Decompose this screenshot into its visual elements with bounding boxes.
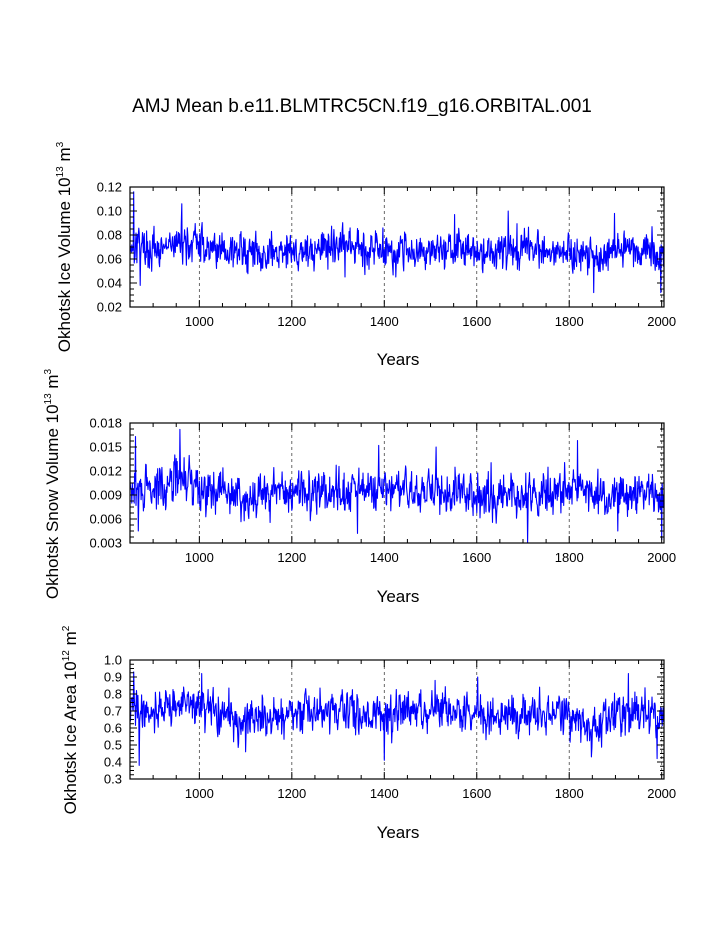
panel-ice-volume-xtick-label: 1600	[462, 314, 491, 329]
panel-ice-area-xtick-label: 1800	[555, 786, 584, 801]
panel-snow-volume: Okhotsk Snow Volume 1013 m3 Years 1000 12…	[43, 368, 676, 606]
panel-snow-volume-xtick-label: 1600	[462, 550, 491, 565]
panel-ice-volume-series-line	[129, 191, 665, 294]
panel-ice-area-xtick-label: 1200	[277, 786, 306, 801]
panel-snow-volume-ytick-label: 0.012	[89, 464, 122, 479]
panel-snow-volume-series-line	[129, 428, 665, 544]
panel-ice-volume-xtick-label: 1400	[370, 314, 399, 329]
panel-ice-area-xtick-label: 1000	[185, 786, 214, 801]
panel-ice-area-ytick-label: 0.8	[104, 687, 122, 702]
panel-ice-area: Okhotsk Ice Area 1012 m2 Years 1000 1200 1…	[61, 625, 676, 842]
panel-ice-volume: Okhotsk Ice Volume 1013 m3 Years 1000 120…	[55, 141, 676, 369]
panel-ice-area-ytick-label: 0.9	[104, 670, 122, 685]
panel-ice-volume-xlabel: Years	[377, 350, 420, 369]
panel-snow-volume-ylabel: Okhotsk Snow Volume 1013 m3	[43, 368, 62, 599]
panel-snow-volume-ytick-label: 0.018	[89, 416, 122, 431]
panel-ice-volume-ytick-label: 0.02	[97, 300, 122, 315]
panel-snow-volume-ytick-label: 0.006	[89, 512, 122, 527]
panel-snow-volume-xtick-label: 1000	[185, 550, 214, 565]
panel-snow-volume-ytick-label: 0.003	[89, 536, 122, 551]
panel-ice-area-ylabel: Okhotsk Ice Area 1012 m2	[61, 625, 80, 814]
chart-title: AMJ Mean b.e11.BLMTRC5CN.f19_g16.ORBITAL…	[132, 96, 592, 117]
panel-ice-volume-ytick-label: 0.10	[97, 204, 122, 219]
panel-ice-area-xlabel: Years	[377, 823, 420, 842]
panel-ice-volume-xtick-label: 1000	[185, 314, 214, 329]
panel-snow-volume-xtick-label: 1800	[555, 550, 584, 565]
panel-snow-volume-xtick-label: 1200	[277, 550, 306, 565]
panel-ice-area-ytick-label: 1.0	[104, 653, 122, 668]
panel-ice-volume-ytick-label: 0.12	[97, 180, 122, 195]
panel-ice-volume-ytick-label: 0.08	[97, 228, 122, 243]
panel-ice-area-ytick-label: 0.6	[104, 721, 122, 736]
panel-snow-volume-xtick-label: 2000	[647, 550, 676, 565]
panel-ice-area-ytick-label: 0.3	[104, 772, 122, 787]
panel-ice-area-xtick-label: 2000	[647, 786, 676, 801]
panel-snow-volume-xlabel: Years	[377, 587, 420, 606]
panel-ice-volume-ylabel: Okhotsk Ice Volume 1013 m3	[55, 141, 74, 352]
panel-ice-area-xtick-label: 1400	[370, 786, 399, 801]
panel-ice-volume-xtick-label: 1200	[277, 314, 306, 329]
panel-ice-volume-ytick-label: 0.04	[97, 276, 122, 291]
panel-ice-volume-xtick-label: 2000	[647, 314, 676, 329]
panel-ice-area-ytick-label: 0.4	[104, 755, 122, 770]
panel-ice-volume-xtick-label: 1800	[555, 314, 584, 329]
panel-snow-volume-xtick-label: 1400	[370, 550, 399, 565]
panel-ice-volume-ytick-label: 0.06	[97, 252, 122, 267]
panel-ice-area-ytick-label: 0.7	[104, 704, 122, 719]
panel-snow-volume-ytick-label: 0.015	[89, 440, 122, 455]
panel-snow-volume-ytick-label: 0.009	[89, 488, 122, 503]
panel-ice-area-ytick-label: 0.5	[104, 738, 122, 753]
panel-ice-area-xtick-label: 1600	[462, 786, 491, 801]
panel-ice-area-series-line	[129, 671, 665, 766]
